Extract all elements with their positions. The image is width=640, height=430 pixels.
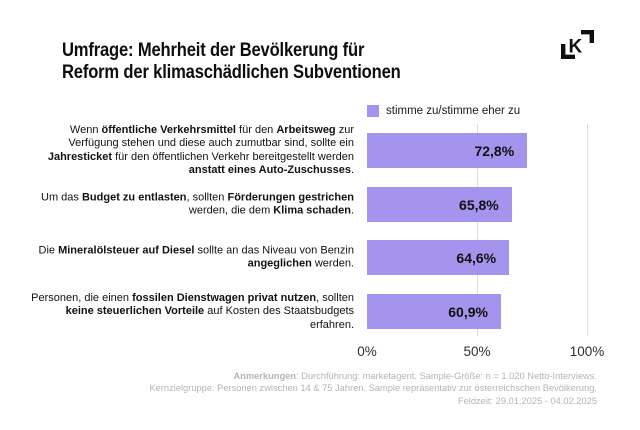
footnote: Anmerkungen: Durchführung: marketagent. … [149, 370, 597, 407]
x-tick-label: 100% [569, 344, 605, 359]
category-label-segment: werden, die dem [188, 204, 274, 217]
category-label-segment: Die [38, 244, 59, 256]
kontext-k-logo-icon: K [561, 30, 594, 59]
bar-value-label: 72,8% [474, 142, 515, 159]
category-label-segment: werden. [311, 257, 354, 270]
category-label-bold-segment: öffentliche Verkehrsmittel [101, 123, 237, 136]
x-tick-label: 50% [463, 344, 491, 359]
category-label-bold-segment: Mineralölsteuer auf Diesel [58, 244, 195, 256]
category-label-segment: Um das [41, 191, 82, 203]
category-label-segment: Wenn [69, 123, 102, 136]
category-label-bold-segment: angeglichen [247, 257, 312, 270]
svg-text:K: K [569, 37, 583, 58]
gridline [587, 124, 588, 336]
gridline [477, 124, 478, 336]
category-label-segment: zur Verfügung stehen und diese auch zumu… [68, 123, 354, 150]
bar-value-label: 64,6% [456, 249, 497, 266]
bar: 64,6% [367, 240, 510, 275]
footnote-line1-rest: : Durchführung: marketagent. Sample-Größ… [295, 371, 597, 381]
category-label-segment: sollte an das Niveau von Benzin [194, 244, 354, 256]
bar: 65,8% [367, 187, 512, 222]
category-label-segment: für den öffentlichen Verkehr bereitgeste… [112, 150, 354, 163]
category-label-bold-segment: keine steuerlichen Vorteile [65, 304, 205, 317]
bar-value-label: 65,8% [459, 196, 499, 213]
x-tick-label: 0% [357, 344, 377, 359]
footnote-line2: Kernzielgruppe: Personen zwischen 14 & 7… [149, 383, 597, 394]
category-label-bold-segment: anstatt eines Auto-Zuschusses [188, 164, 351, 176]
category-label-segment: , sollten [316, 291, 354, 304]
category-label-bold-segment: Jahresticket [47, 150, 113, 163]
category-label: Die Mineralölsteuer auf Diesel sollte an… [30, 244, 355, 271]
legend: stimme zu/stimme eher zu [367, 105, 520, 117]
category-label-bold-segment: Förderungen gestrichen [227, 191, 354, 203]
category-label-bold-segment: fossilen Dienstwagen privat nutzen [132, 291, 317, 304]
page-title: Umfrage: Mehrheit der Bevölkerung für Re… [62, 39, 401, 83]
legend-swatch [367, 105, 379, 117]
bar: 60,9% [367, 294, 501, 329]
category-label-segment: Personen, die einen [31, 291, 133, 304]
category-label-segment: . [350, 204, 354, 217]
category-label-bold-segment: Budget zu entlasten [81, 191, 187, 203]
footnote-line3: Feldzeit: 29.01.2025 - 04.02.2025 [457, 395, 597, 406]
category-label-bold-segment: Arbeitsweg [276, 123, 336, 136]
footnote-label: Anmerkungen [233, 371, 296, 381]
category-label: Personen, die einen fossilen Dienstwagen… [30, 291, 354, 332]
page-title-line2: Reform der klimaschädlichen Subventionen [62, 60, 401, 83]
footnote-line1: Anmerkungen: Durchführung: marketagent. … [149, 370, 597, 382]
category-label: Wenn öffentliche Verkehrsmittel für den … [30, 124, 354, 178]
page-title-line1: Umfrage: Mehrheit der Bevölkerung für [62, 39, 365, 61]
category-label-segment: . [350, 164, 354, 176]
category-label-bold-segment: Klima schaden [273, 204, 351, 217]
bar-value-label: 60,9% [448, 303, 488, 320]
category-label-segment: auf Kosten des Staatsbudgets erfahren. [204, 304, 354, 331]
legend-label: stimme zu/stimme eher zu [386, 105, 521, 117]
category-label-segment: für den [236, 123, 277, 136]
bar: 72,8% [367, 133, 528, 168]
category-label: Um das Budget zu entlasten, sollten Förd… [30, 191, 354, 218]
category-label-segment: , sollten [186, 191, 228, 203]
